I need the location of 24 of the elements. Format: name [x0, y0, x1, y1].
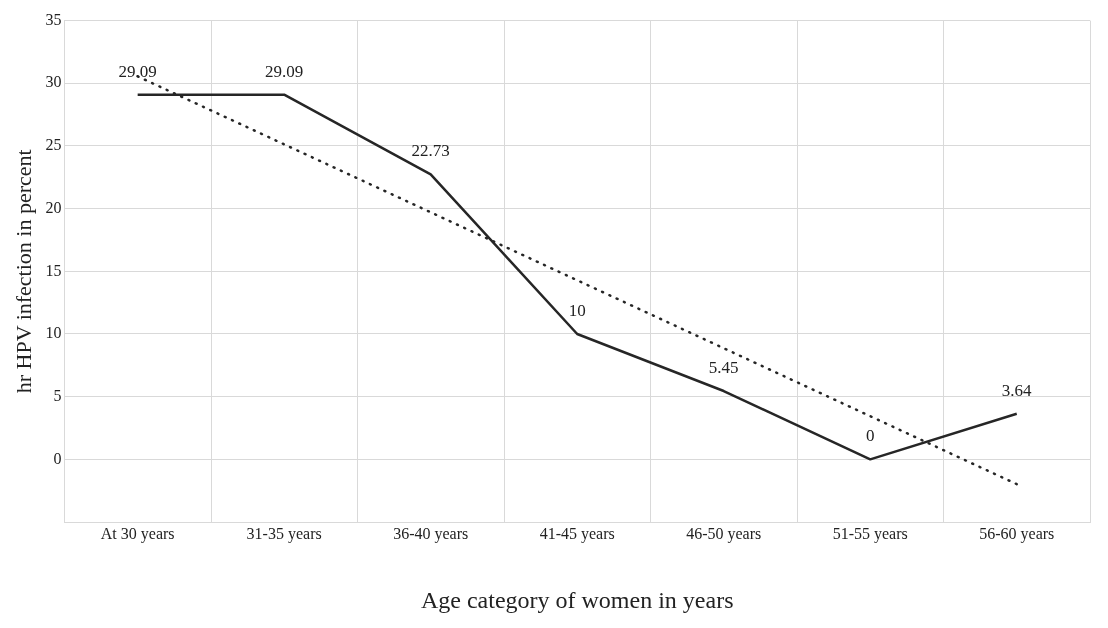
- y-tick-label: 10: [45, 324, 62, 342]
- x-tick-label: At 30 years: [100, 524, 175, 543]
- data-label: 10: [568, 300, 586, 320]
- x-tick-label: 51-55 years: [832, 524, 908, 543]
- y-tick-label: 0: [53, 449, 62, 467]
- x-tick-label: 56-60 years: [979, 524, 1055, 543]
- x-tick-label: 31-35 years: [246, 524, 322, 543]
- x-tick-label: 46-50 years: [686, 524, 762, 543]
- x-axis-title: Age category of women in years: [420, 586, 734, 613]
- y-tick-label: 15: [45, 261, 62, 279]
- y-tick-label: 35: [45, 10, 62, 28]
- data-label: 0: [865, 426, 875, 446]
- data-label: 22.73: [411, 141, 450, 161]
- data-label: 29.09: [265, 61, 304, 81]
- y-tick-label: 25: [45, 136, 62, 154]
- y-tick-label: 20: [45, 198, 62, 216]
- y-tick-label: 5: [53, 386, 62, 404]
- data-label: 3.64: [1001, 380, 1033, 400]
- y-tick-label: 30: [45, 73, 62, 91]
- x-tick-label: 36-40 years: [393, 524, 469, 543]
- data-label: 5.45: [708, 357, 739, 377]
- x-tick-label: 41-45 years: [539, 524, 615, 543]
- data-label: 29.09: [118, 61, 157, 81]
- y-axis-title: hr HPV infection in percent: [10, 149, 36, 394]
